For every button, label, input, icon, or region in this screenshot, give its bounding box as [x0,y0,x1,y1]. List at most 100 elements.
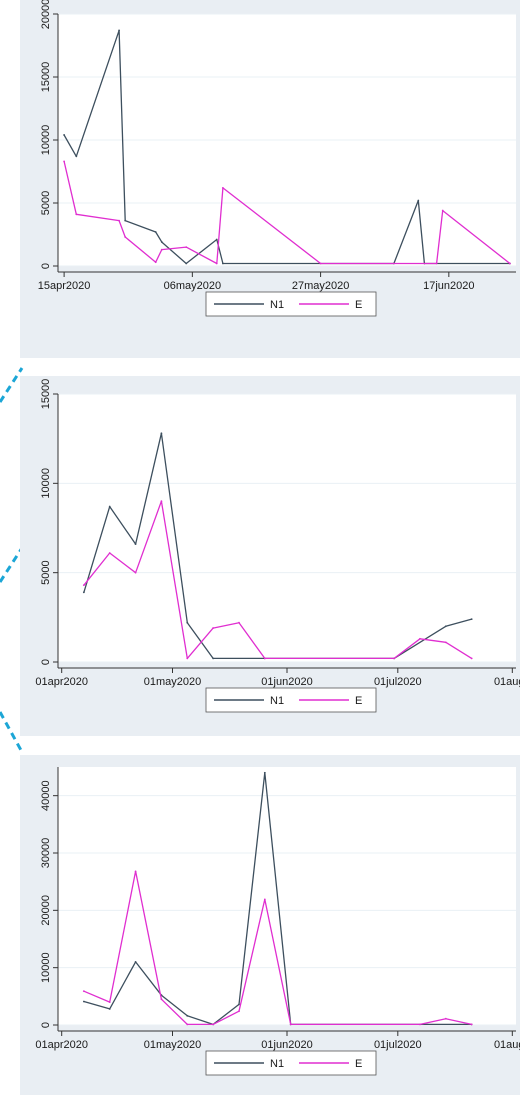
y-tick-label: 30000 [40,838,52,869]
series-line-n1 [83,432,472,660]
x-tick-label: 01jun2020 [261,676,312,688]
plot-area [58,767,516,1025]
x-tick-label: 01aug2 [494,1039,520,1051]
data-point-n1 [75,155,78,158]
data-point-e [118,219,120,222]
data-point-e [419,1023,421,1026]
data-point-n1 [185,262,188,265]
data-point-n1 [134,543,137,545]
series-line-e [83,500,473,660]
chart-2: 0 5000 10000 15000 01apr2020 01may2020 01jun20… [35,379,520,713]
y-tick-label: 10000 [40,952,52,983]
x-tick-label: 17jun2020 [423,280,474,292]
y-tick-label: 10000 [40,468,52,499]
x-tick-label: 15apr2020 [38,280,91,292]
data-point-e [435,262,438,265]
data-point-n1 [238,1003,240,1006]
x-tick-label: 06may2020 [164,280,222,292]
data-point-n1 [124,219,127,222]
data-point-e [212,1023,215,1026]
plot-area [58,394,516,662]
data-point-e [82,990,85,993]
data-point-n1 [221,262,224,265]
data-point-e [75,213,78,216]
legend-label-n1: N1 [270,1058,284,1070]
x-tick-label: 01jul2020 [374,1039,422,1051]
data-point-e [441,209,444,212]
x-tick-label: 01jul2020 [374,676,422,688]
data-point-n1 [186,1014,189,1017]
chart-3: 0 10000 20000 30000 40000 01apr2020 01may2020 0… [35,767,520,1076]
data-point-e [108,552,111,554]
data-point-e [185,246,188,249]
series-line-e [83,870,472,1026]
y-tick-label: 15000 [40,379,52,410]
connector-line-3 [0,711,24,753]
data-point-n1 [186,621,189,624]
data-point-n1 [108,505,111,508]
y-tick-label: 20000 [40,0,52,29]
data-point-e [215,262,218,265]
data-point-e [160,998,163,1001]
x-tick-label: 01may2020 [144,676,202,688]
legend-label-n1: N1 [270,695,284,707]
data-point-n1 [417,199,420,202]
y-tick-label: 0 [40,659,52,665]
data-point-n1 [118,29,120,32]
data-point-e [238,621,240,624]
chart-panel-3: 0 10000 20000 30000 40000 01apr2020 01may2020 0… [20,755,520,1095]
x-tick-label: 27may2020 [292,280,350,292]
y-tick-label: 10000 [40,125,52,156]
data-point-e [419,637,421,640]
data-point-e [134,870,137,873]
y-tick-label: 0 [40,263,52,269]
series-line-n1 [83,772,472,1026]
data-point-n1 [263,771,266,774]
y-tick-label: 0 [40,1022,52,1028]
chart-panel-2: 0 5000 10000 15000 01apr2020 01may2020 01jun20… [20,376,520,736]
chart-panel-1: 0 5000 10000 15000 20000 15apr2020 06may2020 27… [20,0,520,358]
connector-line-2 [0,547,24,583]
data-point-e [82,584,85,587]
y-tick-label: 40000 [40,780,52,811]
legend-label-e: E [355,695,362,707]
y-tick-label: 5000 [40,191,52,215]
data-point-n1 [82,591,85,594]
data-point-e [444,1017,447,1020]
data-point-n1 [160,241,163,243]
data-point-n1 [215,238,218,241]
y-tick-label: 15000 [40,62,52,93]
data-point-e [212,627,215,629]
data-point-n1 [108,1008,111,1010]
x-tick-label: 01jun2020 [261,1039,312,1051]
x-tick-label: 01apr2020 [35,1039,88,1051]
data-point-e [289,1023,292,1026]
y-tick-label: 20000 [40,895,52,926]
data-point-n1 [212,657,215,660]
data-point-e [160,248,163,251]
data-point-e [238,1010,240,1013]
data-point-e [186,1023,189,1026]
y-tick-label: 5000 [40,560,52,584]
x-tick-label: 01aug2 [494,676,520,688]
legend-label-n1: N1 [270,299,284,311]
data-point-e [124,236,127,238]
data-point-e [154,261,157,264]
data-point-e [63,160,66,163]
data-point-e [470,657,473,660]
x-tick-label: 01apr2020 [35,676,88,688]
data-point-e [393,657,396,660]
data-point-n1 [82,1000,85,1003]
data-point-e [186,657,189,660]
chart-1: 0 5000 10000 15000 20000 15apr2020 06may2020 27… [38,0,516,317]
legend-label-e: E [355,1058,362,1070]
data-point-e [134,571,137,574]
data-point-e [444,641,447,644]
data-point-e [263,657,266,660]
data-point-n1 [444,625,447,628]
connector-line-1 [0,367,24,403]
data-point-e [160,500,163,503]
data-point-e [508,262,511,265]
legend-label-e: E [355,299,362,311]
connector-lines [0,367,24,753]
